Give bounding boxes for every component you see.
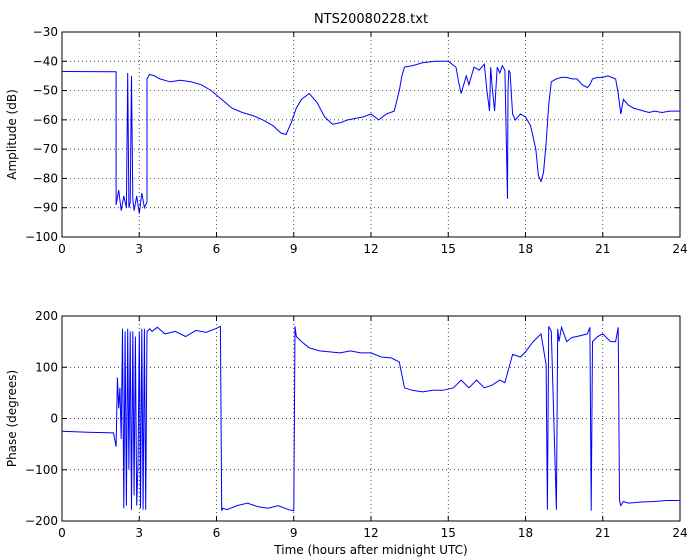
amplitude-y-tick-label: −40 (33, 54, 58, 68)
phase-x-tick-label: 18 (518, 526, 533, 540)
phase-series-line (61, 325, 680, 512)
phase-x-tick-label: 6 (213, 526, 221, 540)
amplitude-x-tick-label: 24 (672, 242, 687, 256)
phase-y-tick-label: 100 (35, 360, 58, 374)
phase-y-axis-label: Phase (degrees) (5, 370, 19, 467)
amplitude-x-tick-label: 21 (595, 242, 610, 256)
amplitude-x-tick-label: 6 (213, 242, 221, 256)
amplitude-y-tick-label: −70 (33, 142, 58, 156)
phase-x-tick-label: 24 (672, 526, 687, 540)
phase-y-tick-label: −100 (25, 463, 58, 477)
amplitude-x-tick-label: 0 (58, 242, 66, 256)
amplitude-y-tick-label: −30 (33, 25, 58, 39)
amplitude-y-tick-label: −100 (25, 230, 58, 244)
amplitude-y-tick-label: −90 (33, 201, 58, 215)
phase-x-tick-label: 9 (290, 526, 298, 540)
amplitude-y-tick-label: −60 (33, 113, 58, 127)
phase-y-tick-label: 0 (50, 412, 58, 426)
amplitude-x-tick-label: 3 (135, 242, 143, 256)
phase-x-tick-label: 12 (363, 526, 378, 540)
phase-x-tick-label: 3 (135, 526, 143, 540)
amplitude-y-tick-label: −80 (33, 171, 58, 185)
phase-y-tick-label: −200 (25, 514, 58, 528)
amplitude-y-tick-label: −50 (33, 84, 58, 98)
phase-x-tick-label: 15 (441, 526, 456, 540)
amplitude-y-axis-label: Amplitude (dB) (5, 89, 19, 180)
amplitude-series-line (61, 60, 680, 214)
phase-x-tick-label: 0 (58, 526, 66, 540)
amplitude-x-tick-label: 15 (441, 242, 456, 256)
phase-y-tick-label: 200 (35, 309, 58, 323)
amplitude-x-tick-label: 18 (518, 242, 533, 256)
phase-panel: 0 3 6 9 12 15 18 21 24 −200 −100 0 100 200 Time (hours… (5, 309, 688, 557)
x-axis-label: Time (hours after midnight UTC) (273, 543, 467, 557)
chart-title: NTS20080228.txt (314, 12, 428, 27)
amplitude-x-tick-label: 9 (290, 242, 298, 256)
amplitude-plot-area (61, 31, 681, 238)
amplitude-panel: 0 3 6 9 12 15 18 21 24 −100 −90 −80 −70 −60 −50 −40 −30 N… (5, 12, 688, 256)
amplitude-x-tick-label: 12 (363, 242, 378, 256)
phase-x-tick-label: 21 (595, 526, 610, 540)
